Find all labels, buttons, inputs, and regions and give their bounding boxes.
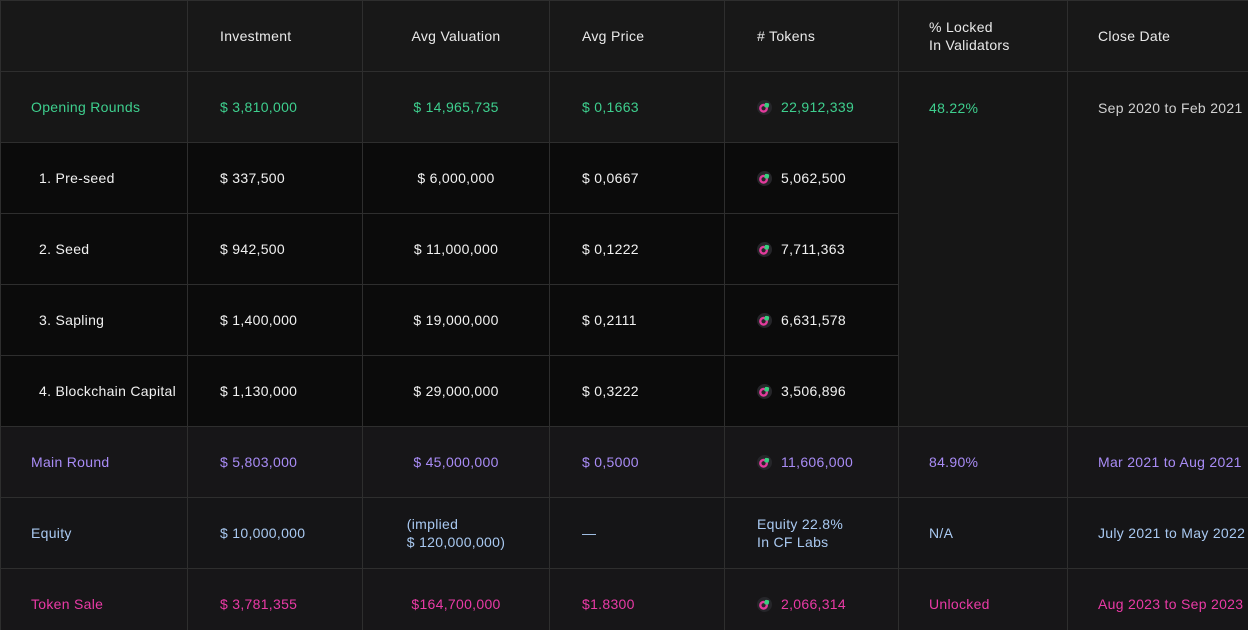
tokens-line1: Equity 22.8% — [757, 516, 844, 532]
investment-value: $ 1,130,000 — [187, 355, 363, 427]
avg-valuation-line2: $ 120,000,000) — [406, 534, 506, 550]
avg-price-value: $ 0,1663 — [549, 71, 725, 143]
round-label: 3. Sapling — [0, 284, 188, 356]
row-main-round: Main Round $ 5,803,000 $ 45,000,000 $ 0,… — [0, 426, 1248, 498]
row-opening-rounds: Opening Rounds $ 3,810,000 $ 14,965,735 … — [0, 71, 1248, 427]
investment-value: $ 942,500 — [187, 213, 363, 285]
investment-value: $ 3,781,355 — [187, 568, 363, 630]
tokens-value: 6,631,578 — [781, 312, 846, 328]
close-date-value: Sep 2020 to Feb 2021 — [1067, 71, 1248, 427]
locked-value: 84.90% — [898, 426, 1068, 498]
header-row: Investment Avg Valuation Avg Price # Tok… — [0, 0, 1248, 72]
locked-value: N/A — [898, 497, 1068, 569]
avg-price-value: $ 0,2111 — [549, 284, 725, 356]
investment-value: $ 5,803,000 — [187, 426, 363, 498]
tokens-cell: Equity 22.8% In CF Labs — [724, 497, 899, 569]
close-date-value: Aug 2023 to Sep 2023 — [1067, 568, 1248, 630]
row-pre-seed: 1. Pre-seed $ 337,500 $ 6,000,000 $ 0,06… — [0, 142, 1248, 214]
token-icon — [757, 596, 772, 612]
header-close-date: Close Date — [1067, 0, 1248, 72]
token-icon — [757, 241, 772, 257]
avg-valuation-value: $ 29,000,000 — [362, 355, 550, 427]
avg-valuation-value: $ 19,000,000 — [362, 284, 550, 356]
header-avg-valuation: Avg Valuation — [362, 0, 550, 72]
avg-price-value: $ 0,1222 — [549, 213, 725, 285]
tokens-value: 11,606,000 — [781, 454, 854, 470]
row-sapling: 3. Sapling $ 1,400,000 $ 19,000,000 $ 0,… — [0, 284, 1248, 356]
tokens-value: 3,506,896 — [781, 383, 846, 399]
tokens-cell: 6,631,578 — [724, 284, 899, 356]
locked-value: Unlocked — [898, 568, 1068, 630]
tokens-value: 22,912,339 — [781, 99, 855, 115]
close-date-value: Mar 2021 to Aug 2021 — [1067, 426, 1248, 498]
tokens-cell: 5,062,500 — [724, 142, 899, 214]
avg-valuation-value: $ 11,000,000 — [362, 213, 550, 285]
locked-value: 48.22% — [898, 71, 1068, 427]
token-icon — [757, 312, 772, 328]
header-tokens: # Tokens — [724, 0, 899, 72]
avg-valuation-cell: (implied $ 120,000,000) — [362, 497, 550, 569]
avg-price-value: $1.8300 — [549, 568, 725, 630]
avg-valuation-value: $ 6,000,000 — [362, 142, 550, 214]
tokens-cell: 11,606,000 — [724, 426, 899, 498]
investment-value: $ 3,810,000 — [187, 71, 363, 143]
investment-value: $ 337,500 — [187, 142, 363, 214]
investment-value: $ 1,400,000 — [187, 284, 363, 356]
round-label: Equity — [0, 497, 188, 569]
round-label: 4. Blockchain Capital — [0, 355, 188, 427]
tokens-cell: 2,066,314 — [724, 568, 899, 630]
header-investment: Investment — [187, 0, 363, 72]
avg-price-value: $ 0,5000 — [549, 426, 725, 498]
avg-valuation-value: $ 14,965,735 — [362, 71, 550, 143]
tokens-cell: 7,711,363 — [724, 213, 899, 285]
token-icon — [757, 99, 772, 115]
tokens-cell: 22,912,339 — [724, 71, 899, 143]
round-label: 1. Pre-seed — [0, 142, 188, 214]
avg-valuation-line1: (implied — [406, 516, 459, 532]
header-locked-line1: % Locked — [929, 19, 993, 35]
round-label: Opening Rounds — [0, 71, 188, 143]
tokens-value: 7,711,363 — [781, 241, 845, 257]
token-icon — [757, 170, 772, 186]
avg-price-value: — — [549, 497, 725, 569]
tokens-line2: In CF Labs — [757, 534, 829, 550]
tokens-value: 5,062,500 — [781, 170, 846, 186]
avg-price-value: $ 0,3222 — [549, 355, 725, 427]
header-locked-line2: In Validators — [929, 37, 1010, 53]
tokens-value: 2,066,314 — [781, 596, 846, 612]
row-blockchain-capital: 4. Blockchain Capital $ 1,130,000 $ 29,0… — [0, 355, 1248, 427]
avg-valuation-value: $164,700,000 — [362, 568, 550, 630]
header-avg-price: Avg Price — [549, 0, 725, 72]
row-equity: Equity $ 10,000,000 (implied $ 120,000,0… — [0, 497, 1248, 569]
avg-valuation-value: $ 45,000,000 — [362, 426, 550, 498]
round-label: Main Round — [0, 426, 188, 498]
tokens-cell: 3,506,896 — [724, 355, 899, 427]
token-icon — [757, 454, 772, 470]
token-icon — [757, 383, 772, 399]
round-label: Token Sale — [0, 568, 188, 630]
row-token-sale: Token Sale $ 3,781,355 $164,700,000 $1.8… — [0, 568, 1248, 630]
header-round — [0, 0, 188, 72]
avg-price-value: $ 0,0667 — [549, 142, 725, 214]
row-seed: 2. Seed $ 942,500 $ 11,000,000 $ 0,1222 … — [0, 213, 1248, 285]
investment-value: $ 10,000,000 — [187, 497, 363, 569]
header-locked: % Locked In Validators — [898, 0, 1068, 72]
round-label: 2. Seed — [0, 213, 188, 285]
close-date-value: July 2021 to May 2022 — [1067, 497, 1248, 569]
